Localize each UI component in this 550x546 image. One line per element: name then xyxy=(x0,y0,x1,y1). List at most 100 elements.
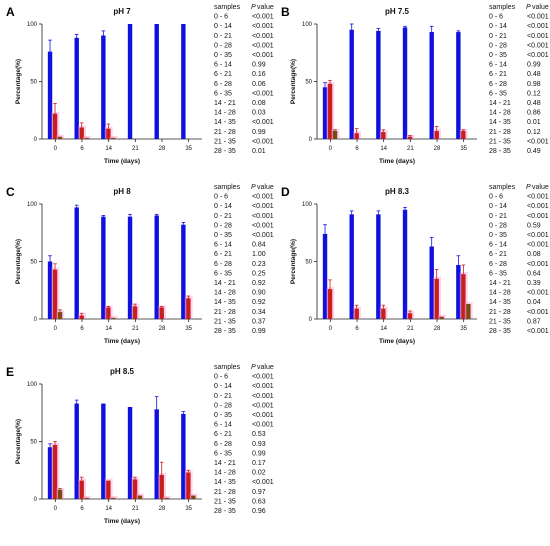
table-p-value: 0.59 xyxy=(527,222,541,229)
table-sample-pair: 6 - 35 xyxy=(214,270,232,277)
x-tick-label: 35 xyxy=(460,146,467,152)
x-tick-label: 28 xyxy=(434,146,441,152)
bar xyxy=(354,308,359,319)
bar xyxy=(407,136,413,139)
x-tick-label: 28 xyxy=(434,326,441,332)
x-axis-label: Time (days) xyxy=(104,338,140,345)
table-sample-pair: 6 - 21 xyxy=(214,431,232,438)
table-p-value: 0.87 xyxy=(527,318,541,325)
table-p-value: 0.49 xyxy=(527,148,541,155)
table-p-value: <0.001 xyxy=(527,213,549,220)
bar xyxy=(79,480,84,499)
table-sample-pair: 14 - 35 xyxy=(214,479,236,486)
bar xyxy=(159,307,164,319)
bar xyxy=(111,497,116,499)
table-p-value: 0.17 xyxy=(252,460,266,467)
x-tick-label: 21 xyxy=(132,146,139,152)
table-sample-pair: 6 - 35 xyxy=(214,90,232,97)
bar-halo xyxy=(109,135,118,139)
table-sample-pair: 6 - 35 xyxy=(489,90,507,97)
table-sample-pair: 6 - 28 xyxy=(214,441,232,448)
bar-halo xyxy=(163,495,171,499)
y-tick-label: 0 xyxy=(309,317,313,323)
bar xyxy=(52,269,58,319)
table-p-value: <0.001 xyxy=(252,138,274,145)
bar xyxy=(191,495,196,499)
table-sample-pair: 21 - 35 xyxy=(489,318,511,325)
bar-halo xyxy=(109,315,118,319)
y-axis-label: Percentage(%) xyxy=(15,419,22,464)
table-sample-pair: 0 - 6 xyxy=(489,14,503,21)
chart-title: pH 7 xyxy=(113,7,131,16)
table-sample-pair: 0 - 35 xyxy=(489,52,507,59)
bar xyxy=(181,24,186,139)
table-sample-pair: 0 - 21 xyxy=(489,213,507,220)
table-p-value: 0.92 xyxy=(252,280,266,287)
table-sample-pair: 6 - 21 xyxy=(214,251,232,258)
x-tick-label: 6 xyxy=(355,326,359,332)
table-header-value: value xyxy=(257,364,274,371)
table-p-value: <0.001 xyxy=(527,232,549,239)
table-p-value: <0.001 xyxy=(527,138,549,145)
y-tick-label: 0 xyxy=(309,137,313,143)
table-sample-pair: 0 - 35 xyxy=(214,232,232,239)
bar xyxy=(74,37,79,139)
bar xyxy=(57,489,63,499)
table-p-value: <0.001 xyxy=(527,52,549,59)
table-sample-pair: 6 - 35 xyxy=(214,450,232,457)
table-header-p: P xyxy=(251,4,256,11)
table-sample-pair: 14 - 28 xyxy=(214,470,236,477)
x-tick-label: 14 xyxy=(105,326,112,332)
bar xyxy=(154,24,159,139)
x-tick-label: 14 xyxy=(380,146,387,152)
bar xyxy=(132,479,138,499)
table-sample-pair: 0 - 6 xyxy=(214,374,228,381)
table-p-value: 0.99 xyxy=(252,328,266,335)
table-p-value: 0.25 xyxy=(252,270,266,277)
table-p-value: <0.001 xyxy=(527,290,549,297)
table-sample-pair: 0 - 28 xyxy=(214,42,232,49)
table-p-value: 0.03 xyxy=(252,110,266,117)
table-sample-pair: 6 - 14 xyxy=(489,62,507,69)
table-sample-pair: 0 - 6 xyxy=(489,194,503,201)
bar-halo xyxy=(83,135,91,139)
table-sample-pair: 21 - 28 xyxy=(214,309,236,316)
x-tick-label: 0 xyxy=(54,326,58,332)
table-p-value: 0.48 xyxy=(527,71,541,78)
table-header-samples: samples xyxy=(214,364,241,371)
bar xyxy=(47,51,53,139)
bar xyxy=(47,261,53,319)
bar xyxy=(74,403,79,499)
x-tick-label: 28 xyxy=(159,326,166,332)
y-tick-label: 100 xyxy=(27,22,38,28)
table-p-value: <0.001 xyxy=(252,33,274,40)
table-sample-pair: 14 - 28 xyxy=(489,290,511,297)
bar xyxy=(132,306,138,319)
table-header-value: value xyxy=(257,184,274,191)
panel-letter: E xyxy=(6,365,14,379)
table-sample-pair: 14 - 35 xyxy=(489,119,511,126)
table-header-value: value xyxy=(532,4,549,11)
table-sample-pair: 21 - 28 xyxy=(214,129,236,136)
bar xyxy=(327,289,333,319)
bar xyxy=(101,35,106,139)
panel-letter: B xyxy=(281,5,290,19)
table-p-value: 0.64 xyxy=(527,270,541,277)
table-p-value: 0.08 xyxy=(252,100,266,107)
bar xyxy=(402,27,408,140)
table-header-p: P xyxy=(526,4,531,11)
table-p-value: <0.001 xyxy=(527,309,549,316)
bar xyxy=(79,315,84,319)
x-tick-label: 21 xyxy=(407,146,414,152)
table-p-value: 0.96 xyxy=(252,508,266,515)
y-axis-label: Percentage(%) xyxy=(15,59,22,104)
table-sample-pair: 14 - 21 xyxy=(489,280,511,287)
table-sample-pair: 6 - 28 xyxy=(214,261,232,268)
y-tick-label: 0 xyxy=(34,137,38,143)
bar xyxy=(74,207,79,319)
table-p-value: <0.001 xyxy=(252,90,274,97)
x-tick-label: 14 xyxy=(380,326,387,332)
